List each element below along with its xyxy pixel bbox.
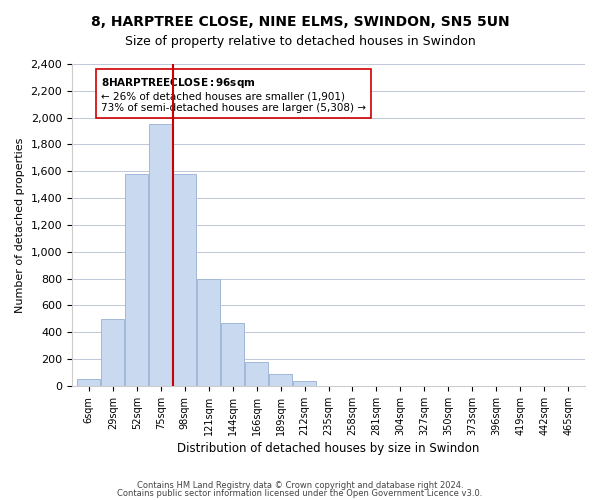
Text: Size of property relative to detached houses in Swindon: Size of property relative to detached ho…	[125, 35, 475, 48]
Bar	[197, 278, 220, 386]
Text: Contains HM Land Registry data © Crown copyright and database right 2024.: Contains HM Land Registry data © Crown c…	[137, 481, 463, 490]
Bar	[269, 374, 292, 386]
Bar	[173, 174, 196, 386]
Text: 8, HARPTREE CLOSE, NINE ELMS, SWINDON, SN5 5UN: 8, HARPTREE CLOSE, NINE ELMS, SWINDON, S…	[91, 15, 509, 29]
Bar	[293, 382, 316, 386]
Bar	[221, 323, 244, 386]
Bar	[149, 124, 172, 386]
Y-axis label: Number of detached properties: Number of detached properties	[15, 138, 25, 312]
Bar	[125, 174, 148, 386]
Text: Contains public sector information licensed under the Open Government Licence v3: Contains public sector information licen…	[118, 488, 482, 498]
Bar	[245, 362, 268, 386]
Text: $\bf{8 HARPTREE CLOSE: 96sqm}$
← 26% of detached houses are smaller (1,901)
73% : $\bf{8 HARPTREE CLOSE: 96sqm}$ ← 26% of …	[101, 76, 366, 114]
X-axis label: Distribution of detached houses by size in Swindon: Distribution of detached houses by size …	[178, 442, 480, 455]
Bar	[101, 319, 124, 386]
Bar	[77, 380, 100, 386]
